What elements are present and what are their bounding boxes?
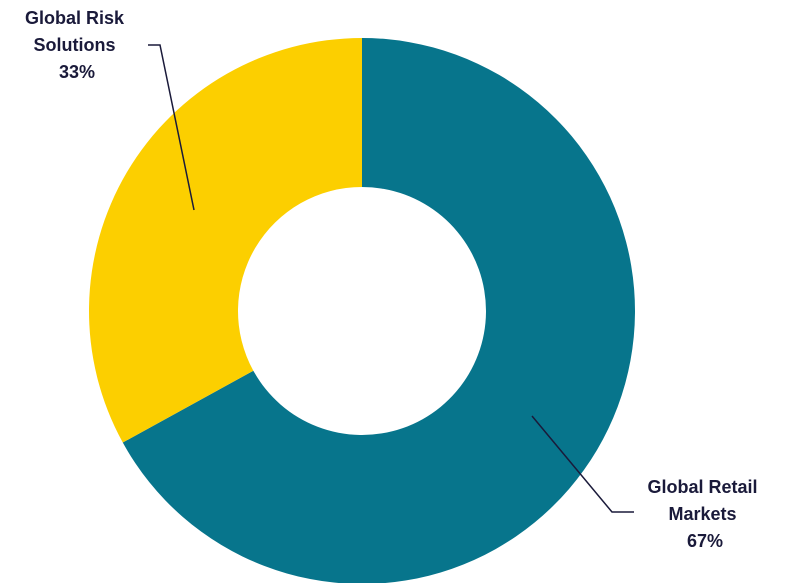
data-label-global-retail-markets: Global Retail Markets 67% <box>647 477 762 551</box>
leader-lines <box>148 44 634 513</box>
donut-slices <box>89 38 635 583</box>
slice-global-retail-markets <box>122 38 635 583</box>
slice-global-risk-solutions <box>89 38 363 443</box>
leader-line-global-retail-markets <box>531 415 634 513</box>
leader-line-global-risk-solutions <box>148 44 195 211</box>
data-labels: Global Retail Markets 67% Global Risk So… <box>25 8 762 551</box>
data-label-global-risk-solutions: Global Risk Solutions 33% <box>25 8 129 82</box>
